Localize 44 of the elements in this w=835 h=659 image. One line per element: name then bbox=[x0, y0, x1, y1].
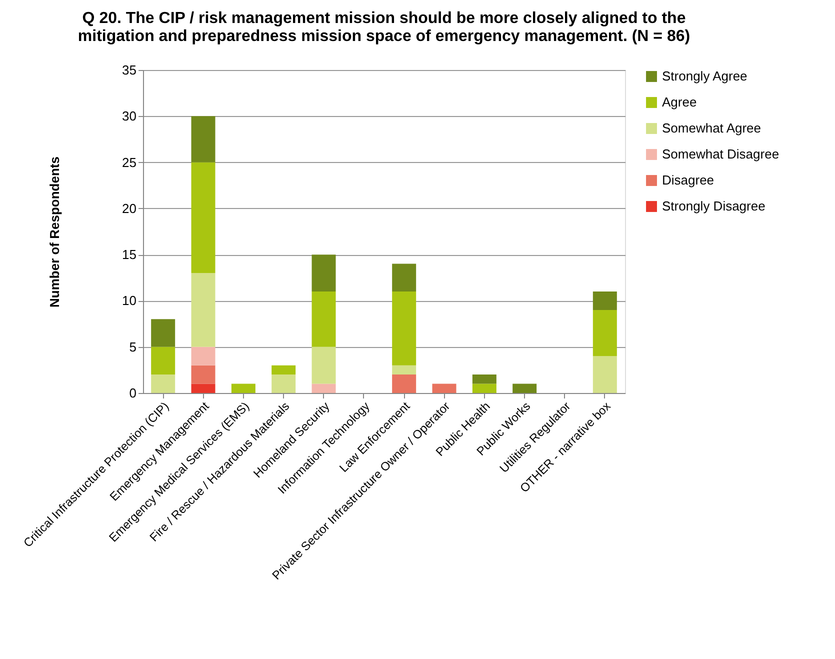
y-tick-label: 30 bbox=[122, 108, 136, 124]
legend-label: Strongly Agree bbox=[662, 68, 748, 84]
bar bbox=[151, 319, 176, 347]
bar bbox=[512, 384, 537, 393]
legend-label: Somewhat Disagree bbox=[662, 146, 780, 162]
bar bbox=[312, 384, 336, 393]
y-tick-label: 25 bbox=[122, 154, 136, 170]
bar bbox=[312, 291, 336, 347]
y-tick-label: 20 bbox=[122, 200, 136, 216]
y-tick-label: 10 bbox=[122, 293, 136, 308]
bar bbox=[272, 374, 296, 393]
legend-label: Disagree bbox=[662, 172, 714, 188]
bar bbox=[191, 384, 216, 393]
bar bbox=[191, 116, 216, 162]
y-axis-title: Number of Respondents bbox=[47, 156, 62, 308]
bar bbox=[191, 273, 216, 347]
y-tick-label: 0 bbox=[129, 386, 136, 400]
bar bbox=[312, 254, 336, 292]
legend-label: Somewhat Agree bbox=[662, 120, 762, 136]
bar bbox=[272, 365, 296, 375]
bar bbox=[472, 384, 496, 393]
bar bbox=[392, 365, 416, 375]
y-tick-label: 5 bbox=[129, 339, 136, 354]
bar bbox=[472, 374, 496, 384]
y-tick-label: 35 bbox=[122, 62, 136, 78]
bar bbox=[231, 384, 256, 393]
bar bbox=[151, 374, 176, 393]
bar bbox=[392, 374, 416, 393]
legend-label: Strongly Disagree bbox=[662, 198, 766, 214]
bar bbox=[592, 291, 617, 310]
text: mitigation and preparedness mission space of emergency management. (N = 86) bbox=[78, 28, 690, 45]
bar bbox=[312, 346, 336, 384]
bar bbox=[191, 162, 216, 274]
y-tick-label: 15 bbox=[122, 247, 136, 262]
bar bbox=[592, 310, 617, 356]
bar bbox=[191, 346, 216, 366]
bar bbox=[392, 291, 416, 366]
bar bbox=[592, 356, 617, 393]
bar bbox=[151, 346, 176, 375]
text: Q 20. The CIP / risk management mission should be more closely aligned to the bbox=[82, 10, 686, 27]
bar bbox=[432, 384, 456, 393]
bar bbox=[191, 365, 216, 384]
legend-label: Agree bbox=[662, 94, 697, 110]
bar bbox=[392, 264, 416, 292]
